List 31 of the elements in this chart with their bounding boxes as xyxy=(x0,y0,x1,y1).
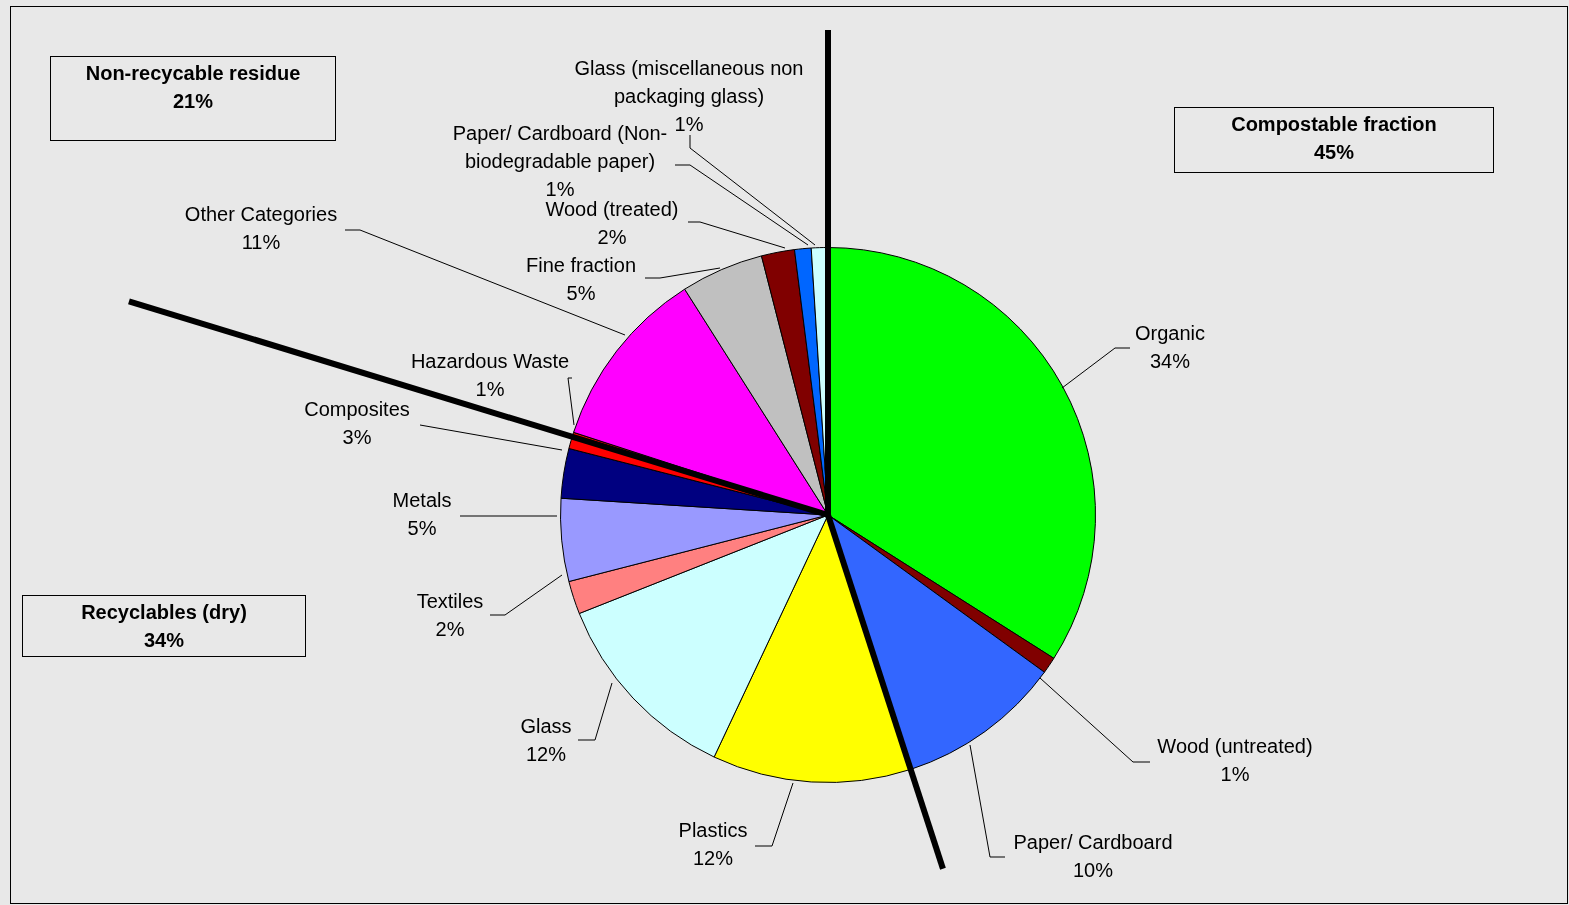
data-label: 5% xyxy=(566,282,596,304)
slice-label: Composites xyxy=(304,398,410,420)
slice-label: Fine fraction xyxy=(525,254,637,276)
slice-label: Glass xyxy=(520,715,572,737)
slice-label: Wood (treated) xyxy=(545,198,679,220)
text: Recyclables (dry) 34% xyxy=(22,595,306,657)
slice-label: Organic xyxy=(1134,322,1206,344)
data-label: 12% xyxy=(525,743,567,765)
data-label: 12% xyxy=(692,847,734,869)
data-label: 11% xyxy=(241,231,281,253)
data-label: 10% xyxy=(1072,859,1114,881)
slice-label: Wood (untreated) xyxy=(1157,735,1313,757)
data-label: 1% xyxy=(545,178,575,200)
slice-label: Paper/ Cardboard (Non-biodegradable paper) xyxy=(452,122,668,172)
slice-label: Other Categories xyxy=(184,203,338,225)
data-label: 2% xyxy=(597,226,627,248)
data-label: 3% xyxy=(342,426,372,448)
slice-label: Glass (miscellaneous non packaging glass) xyxy=(574,57,804,107)
data-label: 34% xyxy=(1149,350,1191,372)
slice-label: Textiles xyxy=(416,590,484,612)
data-label: 5% xyxy=(407,517,437,539)
slice-label: Hazardous Waste xyxy=(410,350,570,372)
data-label: 1% xyxy=(674,113,704,135)
data-label: 1% xyxy=(475,378,505,400)
slice-label: Metals xyxy=(392,489,452,511)
text: Non-recycable residue 21% xyxy=(50,56,336,141)
data-label: 1% xyxy=(1220,763,1250,785)
slice-label: Paper/ Cardboard xyxy=(1013,831,1173,853)
data-label: 2% xyxy=(435,618,465,640)
text: Compostable fraction 45% xyxy=(1174,107,1494,173)
slice-label: Plastics xyxy=(678,819,748,841)
